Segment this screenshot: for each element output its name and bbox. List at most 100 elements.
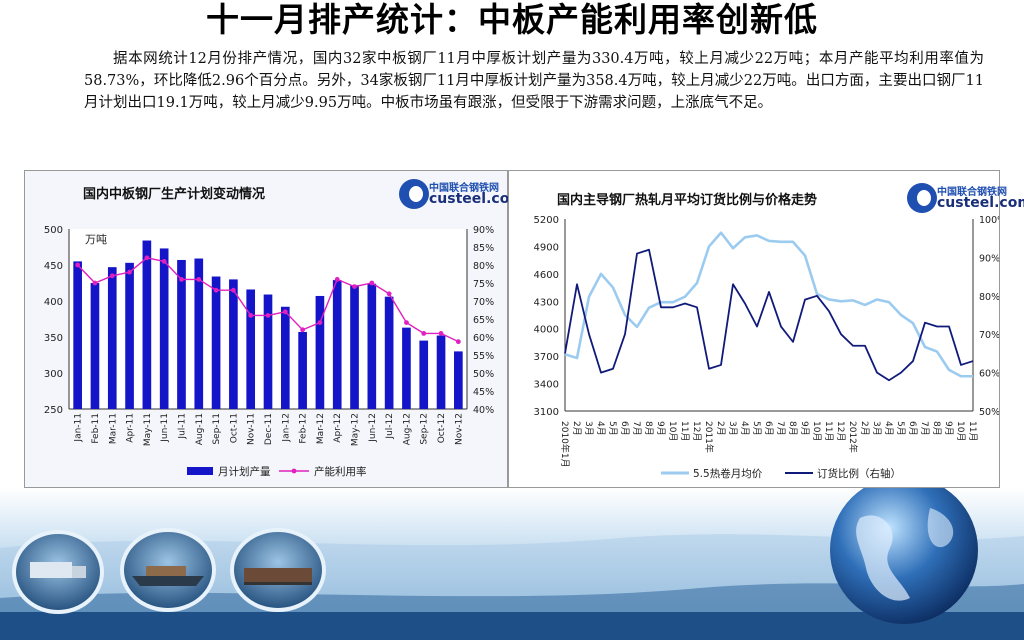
y2-tick-label: 70% [979, 330, 999, 341]
y-tick-label: 4300 [534, 297, 559, 308]
summary-paragraph: 据本网统计12月份排产情况，国内32家中板钢厂11月中厚板计划产量为330.4万… [84, 51, 984, 111]
x-tick-label: 3月 [871, 421, 882, 436]
bar [454, 351, 463, 409]
legend-label: 产能利用率 [314, 465, 367, 478]
y2-tick-label: 100% [979, 215, 999, 226]
bar [350, 285, 359, 409]
x-tick-label: Dec-11 [264, 413, 274, 445]
price-order-chart: 3100 3400 3700 4000 4300 4600 4900 5200 50% 60% 70… [534, 215, 999, 480]
bar [107, 267, 117, 409]
y-tick-label: 4000 [534, 325, 559, 336]
x-tick-label: 11月 [823, 421, 834, 441]
x-tick-label: Mar-11 [108, 413, 118, 444]
bar [125, 262, 134, 409]
x-tick-label: 2月 [859, 421, 870, 436]
rate-point [127, 269, 132, 275]
y-tick-label: 450 [44, 261, 63, 272]
x-tick-label: Aug-11 [195, 413, 205, 445]
y2-tick-label: 85% [473, 243, 494, 254]
x-tick-label: Sep-12 [420, 413, 430, 445]
x-tick-label: 10月 [811, 421, 822, 441]
custeel-logo: 中国联合钢铁网 custeel.com [907, 181, 1024, 215]
rate-point [196, 277, 202, 282]
rate-point [75, 262, 81, 268]
logo-cn-text: 中国联合钢铁网 [429, 183, 499, 194]
y-tick-label: 4900 [534, 242, 559, 253]
x-tick-label: 5月 [607, 421, 618, 436]
rate-point [369, 280, 375, 286]
x-tick-label: Feb-11 [91, 413, 101, 444]
x-tick-label: Nov-11 [247, 413, 257, 445]
logo-en-text: custeel.com [937, 195, 1024, 211]
x-tick-label: Jun-11 [160, 413, 170, 443]
x-tick-label: 12月 [691, 421, 702, 441]
x-tick-label: Nov-12 [454, 413, 464, 445]
legend-label: 月计划产量 [218, 465, 271, 478]
price-line [564, 231, 973, 378]
y2-tick-label: 75% [473, 279, 494, 290]
bar [384, 296, 394, 409]
y2-tick-label: 70% [473, 297, 494, 308]
x-tick-label: Feb-12 [299, 413, 309, 444]
x-tick-label: Jul-12 [385, 413, 395, 440]
y2-tick-label: 80% [473, 261, 494, 272]
decorative-banner [0, 488, 1024, 640]
x-tick-label: Jan-12 [281, 413, 291, 443]
order-line [564, 248, 974, 382]
bar [263, 294, 273, 409]
rate-point [386, 291, 392, 297]
x-tick-label: 2011年 [703, 421, 715, 453]
y-tick-label: 300 [44, 369, 63, 380]
x-tick-label: 6月 [763, 421, 774, 436]
y2-tick-label: 40% [473, 405, 494, 416]
y-tick-label: 3100 [534, 407, 559, 418]
unit-label: 万吨 [85, 233, 107, 246]
rate-point [230, 287, 236, 293]
x-tick-label: Aug-12 [402, 413, 412, 445]
train-image-icon [230, 528, 326, 612]
bar [436, 335, 446, 409]
logo-mark-icon [399, 179, 429, 209]
x-tick-label: 7月 [631, 421, 642, 436]
rate-point [282, 309, 288, 315]
x-tick-label: 7月 [775, 421, 786, 436]
rate-point [300, 327, 306, 333]
slide-title: 十一月排产统计：中板产能利用率创新低 [206, 0, 818, 39]
y2-tick-label: 60% [979, 369, 999, 380]
chart-title: 国内中板钢厂生产计划变动情况 [83, 187, 266, 202]
logo-en-text: custeel.com [429, 191, 524, 207]
y-tick-label: 400 [44, 297, 63, 308]
x-tick-label: 7月 [919, 421, 930, 436]
x-tick-label: 8月 [931, 421, 942, 436]
y-tick-label: 5200 [534, 215, 559, 226]
rate-point [265, 313, 271, 318]
rate-point [404, 320, 409, 325]
x-tick-label: 4月 [739, 421, 750, 436]
custeel-logo: 中国联合钢铁网 custeel.com [399, 177, 524, 211]
price-order-chart-panel: 国内主导钢厂热轧月平均订货比例与价格走势 中国联合钢铁网 custeel.com… [508, 170, 1024, 488]
y2-tick-label: 50% [473, 369, 494, 380]
y-tick-label: 4600 [534, 270, 559, 281]
y2-tick-label: 60% [473, 333, 494, 344]
bar [229, 279, 238, 409]
x-tick-label: 9月 [943, 421, 954, 436]
x-tick-label: 4月 [595, 421, 606, 436]
bar [142, 240, 152, 409]
rate-point [334, 277, 340, 282]
x-tick-label: 6月 [907, 421, 918, 436]
y-tick-label: 500 [44, 225, 63, 236]
bar [159, 248, 169, 409]
x-tick-label: 2月 [715, 421, 726, 436]
x-tick-label: 8月 [643, 421, 654, 436]
x-tick-label: Apr-12 [333, 413, 343, 443]
x-tick-label: Oct-12 [437, 413, 447, 443]
rate-point [179, 277, 184, 282]
bar [73, 261, 82, 409]
production-chart: 250 300 350 400 450 500 40% 45% 50% 55% 60% 65% 70% 7… [44, 225, 494, 478]
x-tick-label: 8月 [787, 421, 798, 436]
y2-tick-label: 90% [473, 225, 494, 236]
y-tick-label: 3700 [534, 352, 559, 363]
x-tick-label: 4月 [883, 421, 894, 436]
x-tick-label: 11月 [967, 421, 978, 441]
rate-point [144, 255, 150, 261]
